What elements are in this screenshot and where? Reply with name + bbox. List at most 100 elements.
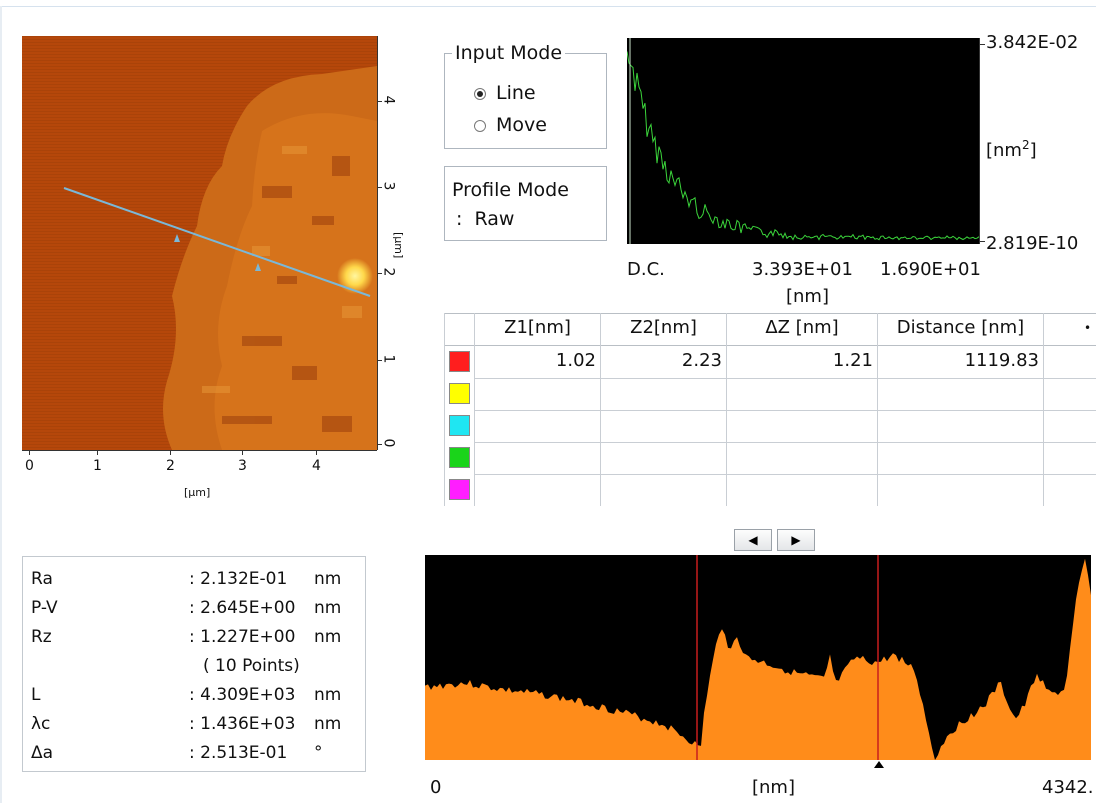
- table-header-dz[interactable]: ΔZ [nm]: [765, 317, 839, 338]
- param-name: Ra: [31, 569, 53, 589]
- height-profile-plot[interactable]: [425, 555, 1091, 760]
- spectrum-plot: [627, 38, 979, 244]
- afm-x-tick-mark: [316, 450, 317, 455]
- spectrum-y-unit-exponent: 2: [1021, 138, 1030, 152]
- afm-x-tick-label: 0: [25, 458, 34, 474]
- line-radio-label: Line: [496, 82, 536, 104]
- row-color-swatch[interactable]: [449, 383, 470, 404]
- spectrum-y-axis: [979, 38, 980, 244]
- table-column-divider: [877, 313, 878, 506]
- table-cell-dz[interactable]: 1.21: [832, 350, 873, 371]
- spectrum-y-unit: [nm2]: [986, 138, 1037, 161]
- next-arrow-icon: ▶: [791, 533, 801, 547]
- param-value: : 2.645E+00: [189, 598, 296, 618]
- afm-x-tick-mark: [29, 450, 30, 455]
- param-name: λc: [31, 714, 51, 734]
- table-row-divider: [474, 442, 1096, 443]
- spectrum-y-max-label: 3.842E-02: [986, 32, 1079, 53]
- param-unit: nm: [314, 685, 342, 705]
- spectrum-x-tick-dc: D.C.: [627, 259, 665, 280]
- table-cell-z2[interactable]: 2.23: [681, 350, 722, 371]
- afm-y-tick-label: 3: [380, 181, 397, 191]
- table-header-z1[interactable]: Z1[nm]: [504, 317, 571, 338]
- profile-x-max: 4342.: [1042, 777, 1094, 798]
- top-border: [0, 6, 1096, 7]
- afm-x-tick-label: 3: [238, 458, 247, 474]
- param-name: L: [31, 685, 41, 705]
- profile-mode-title: Profile Mode: [452, 179, 569, 201]
- afm-y-tick-mark: [377, 101, 382, 102]
- param-name: P-V: [31, 598, 58, 618]
- spectrum-line: [627, 51, 979, 241]
- table-column-divider: [726, 313, 727, 506]
- param-value: : 4.309E+03: [189, 685, 296, 705]
- profile-x-min: 0: [430, 777, 442, 798]
- afm-x-tick-mark: [242, 450, 243, 455]
- table-header-z2[interactable]: Z2[nm]: [630, 317, 697, 338]
- table-cell-z1[interactable]: 1.02: [555, 350, 596, 371]
- profile-x-unit: [nm]: [752, 777, 795, 798]
- table-column-divider: [474, 313, 475, 506]
- move-radio[interactable]: [474, 120, 486, 132]
- row-color-swatch[interactable]: [449, 415, 470, 436]
- afm-y-tick-label: 4: [380, 95, 397, 105]
- input-mode-move-option[interactable]: Move: [472, 114, 572, 139]
- spectrum-x-tick-3: 1.690E+01: [880, 259, 981, 280]
- param-unit: nm: [314, 569, 342, 589]
- afm-y-tick-label: 0: [380, 438, 397, 448]
- input-mode-line-option[interactable]: Line: [472, 82, 572, 107]
- afm-y-tick-label: 1: [380, 354, 397, 364]
- afm-y-tick-label: 2: [380, 267, 397, 277]
- afm-topography-image[interactable]: [22, 36, 377, 450]
- profile-marker-icon: [874, 761, 884, 768]
- param-value: : 1.227E+00: [189, 627, 296, 647]
- spectrum-y-min-label: 2.819E-10: [986, 233, 1079, 254]
- row-color-swatch[interactable]: [449, 351, 470, 372]
- spectrum-ymin-tick: [979, 241, 985, 242]
- param-value: ( 10 Points): [203, 656, 300, 676]
- profile-mode-value: : Raw: [456, 208, 515, 230]
- afm-x-tick-label: 2: [166, 458, 175, 474]
- row-color-swatch[interactable]: [449, 447, 470, 468]
- afm-y-tick-mark: [377, 273, 382, 274]
- profile-mode-box: [444, 166, 607, 241]
- spectrum-y-unit-base: [nm: [986, 140, 1022, 161]
- table-top-border: [444, 313, 1096, 314]
- spectrum-x-tick-2: 3.393E+01: [752, 259, 853, 280]
- table-row-divider: [474, 410, 1096, 411]
- left-border: [0, 6, 2, 803]
- row-color-swatch[interactable]: [449, 479, 470, 500]
- prev-button[interactable]: ◀: [734, 529, 772, 551]
- afm-x-unit-label: [µm]: [184, 486, 211, 499]
- afm-x-tick-mark: [170, 450, 171, 455]
- prev-arrow-icon: ◀: [748, 533, 758, 547]
- table-left-border: [444, 313, 445, 506]
- param-unit: nm: [314, 714, 342, 734]
- afm-y-tick-mark: [377, 187, 382, 188]
- table-column-divider: [600, 313, 601, 506]
- afm-y-unit-label: [µm]: [392, 232, 405, 259]
- afm-x-tick-label: 1: [93, 458, 102, 474]
- param-unit: nm: [314, 627, 342, 647]
- param-value: : 2.513E-01: [189, 743, 288, 763]
- table-header-bottom: [444, 345, 1096, 346]
- param-value: : 1.436E+03: [189, 714, 296, 734]
- param-value: : 2.132E-01: [189, 569, 288, 589]
- next-button[interactable]: ▶: [777, 529, 815, 551]
- height-profile-area: [425, 558, 1091, 760]
- spectrum-ymax-tick: [979, 44, 985, 45]
- param-unit: °: [314, 743, 323, 763]
- input-mode-title: Input Mode: [452, 42, 566, 64]
- move-radio-label: Move: [496, 114, 547, 136]
- afm-y-axis: [377, 36, 378, 450]
- table-cell-distance[interactable]: 1119.83: [964, 350, 1039, 371]
- table-header-distance[interactable]: Distance [nm]: [896, 317, 1025, 338]
- spectrum-x-unit: [nm]: [786, 286, 829, 307]
- param-unit: nm: [314, 598, 342, 618]
- measurement-table: Z1[nm] Z2[nm] ΔZ [nm] Distance [nm] • 1.…: [444, 313, 1096, 506]
- roughness-parameters-panel: Ra: 2.132E-01 nm P-V: 2.645E+00 nm Rz: 1.227…: [22, 556, 366, 772]
- afm-x-tick-mark: [97, 450, 98, 455]
- spectrum-y-unit-close: ]: [1029, 140, 1037, 161]
- line-radio[interactable]: [474, 88, 486, 100]
- afm-x-tick-label: 4: [312, 458, 321, 474]
